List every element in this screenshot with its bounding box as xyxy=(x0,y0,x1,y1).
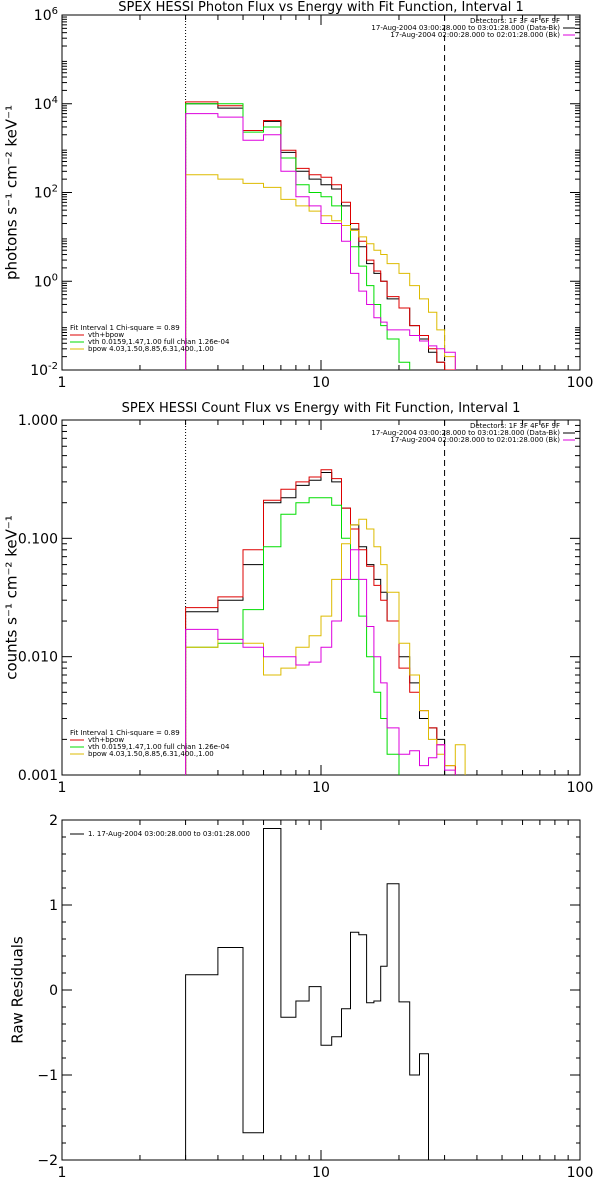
chart2-series-residuals xyxy=(185,828,429,1160)
chart0-header-line: 17-Aug-2004 02:00:28.000 to 02:01:28.000… xyxy=(390,31,560,39)
chart0-xtick-label: 1 xyxy=(58,375,67,391)
chart1-header-line: 17-Aug-2004 03:00:28.000 to 03:01:28.000… xyxy=(371,429,560,437)
chart2-ylabel: Raw Residuals xyxy=(9,936,27,1044)
chart1-legend-line: Fit Interval 1 Chi-square = 0.89 xyxy=(70,729,180,737)
chart1-series-vth-bpow xyxy=(185,469,456,775)
chart0-ytick-label: 106 xyxy=(34,6,58,24)
chart1-series-vth xyxy=(185,497,400,775)
chart1-xtick-label: 10 xyxy=(312,780,330,796)
chart1-series-bpow xyxy=(185,518,466,775)
chart1-xtick-label: 100 xyxy=(567,780,594,796)
chart0-series-bpow xyxy=(185,174,456,370)
chart1-header-line: 17-Aug-2004 02:00:28.000 to 02:01:28.000… xyxy=(390,436,560,444)
chart0-ytick-label: 100 xyxy=(34,272,58,290)
chart0-legend-line: vth+bpow xyxy=(88,331,124,339)
chart0-ytick-label: 10-2 xyxy=(30,361,58,379)
chart0-header-line: 17-Aug-2004 03:00:28.000 to 03:01:28.000… xyxy=(371,24,560,32)
chart1-panel: SPEX HESSI Count Flux vs Energy with Fit… xyxy=(3,401,594,796)
chart2-ytick-label: −2 xyxy=(37,1153,58,1169)
chart2-ytick-label: 0 xyxy=(49,983,58,999)
chart1-title: SPEX HESSI Count Flux vs Energy with Fit… xyxy=(122,401,521,416)
chart0-series-vth xyxy=(185,103,411,370)
chart2-xtick-label: 100 xyxy=(567,1165,594,1181)
chart1-ytick-label: 0.001 xyxy=(18,768,58,784)
chart1-series-data-bk xyxy=(185,472,456,775)
chart0-header-line: Detectors: 1F 3F 4F 6F 9F xyxy=(470,17,560,25)
chart0-ytick-label: 102 xyxy=(34,184,58,202)
chart2-ytick-label: 1 xyxy=(49,898,58,914)
chart2-xtick-label: 1 xyxy=(58,1165,67,1181)
chart1-xtick-label: 1 xyxy=(58,780,67,796)
chart1-header-line: Detectors: 1F 3F 4F 6F 9F xyxy=(470,422,560,430)
chart2-xtick-label: 10 xyxy=(312,1165,330,1181)
chart1-series-bk xyxy=(185,549,456,775)
chart0-series-vth-bpow xyxy=(185,101,456,370)
chart0-series-bk xyxy=(185,113,456,370)
chart2-panel: Raw Residuals 1 10 100 −2 −1 0 1 2 1. 17-Aug-2004… xyxy=(9,813,594,1181)
chart0-ytick-label: 104 xyxy=(34,95,58,113)
chart1-legend-line: vth 0.0159,1.47,1.00 full chian 1.26e-04 xyxy=(88,743,230,751)
chart0-title: SPEX HESSI Photon Flux vs Energy with Fi… xyxy=(118,0,524,15)
chart0-series-data-bk xyxy=(185,103,456,370)
chart0-xtick-label: 10 xyxy=(312,375,330,391)
chart0-legend-line: Fit Interval 1 Chi-square = 0.89 xyxy=(70,324,180,332)
chart0-legend-line: bpow 4.03,1.50,8.85,6.31,400.,1.00 xyxy=(88,345,214,353)
chart1-ylabel: counts s⁻¹ cm⁻² keV⁻¹ xyxy=(3,515,21,680)
chart0-ylabel: photons s⁻¹ cm⁻² keV⁻¹ xyxy=(3,105,21,280)
chart2-ytick-label: 2 xyxy=(49,813,58,829)
chart1-legend-line: vth+bpow xyxy=(88,736,124,744)
chart0-panel: SPEX HESSI Photon Flux vs Energy with Fi… xyxy=(3,0,594,391)
chart2-legend-line: 1. 17-Aug-2004 03:00:28.000 to 03:01:28.… xyxy=(88,830,250,838)
chart1-ytick-label: 0.100 xyxy=(18,531,58,547)
chart2-ytick-label: −1 xyxy=(37,1068,58,1084)
chart1-ytick-label: 0.010 xyxy=(18,650,58,666)
chart1-legend-line: bpow 4.03,1.50,8.85,6.31,400.,1.00 xyxy=(88,750,214,758)
chart1-ytick-label: 1.000 xyxy=(18,413,58,429)
chart0-legend-line: vth 0.0159,1.47,1.00 full chian 1.26e-04 xyxy=(88,338,230,346)
chart0-xtick-label: 100 xyxy=(567,375,594,391)
